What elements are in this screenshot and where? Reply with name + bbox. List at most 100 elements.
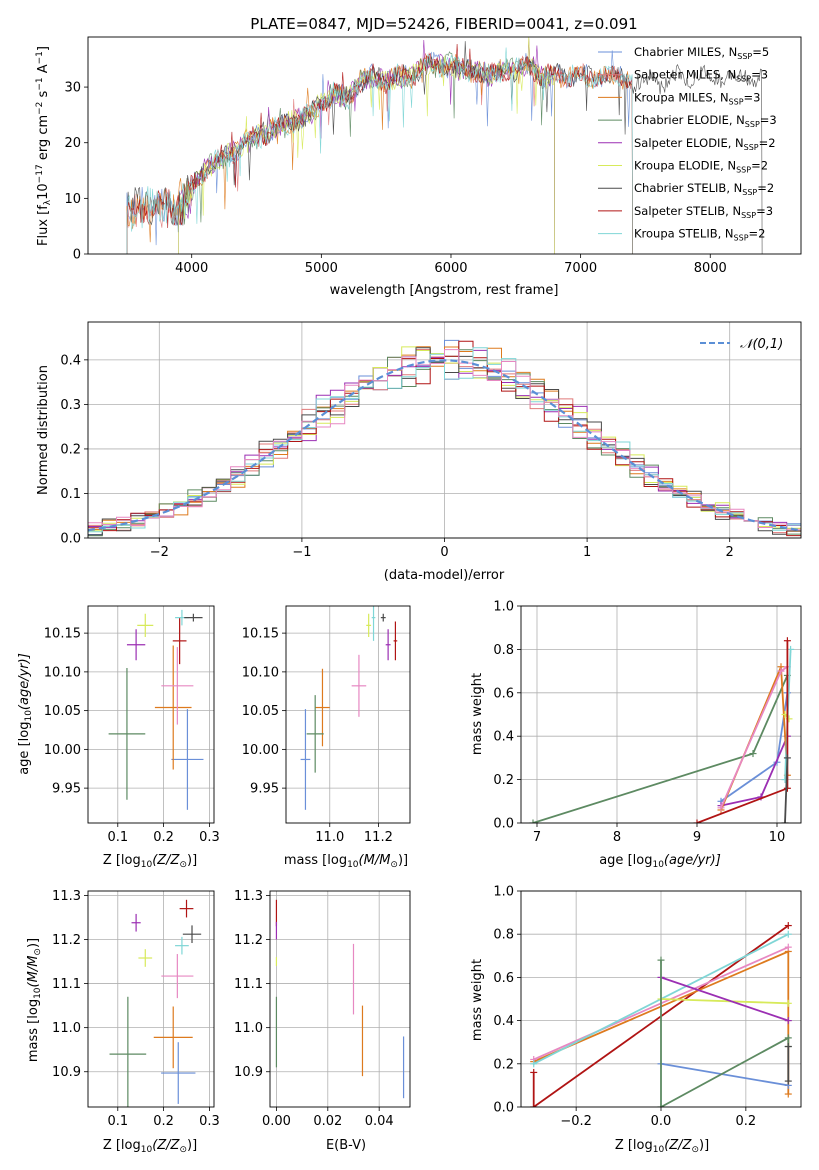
data-layer	[109, 899, 202, 1107]
x-tick-label: 2	[726, 545, 734, 560]
x-tick-label: −2	[150, 545, 169, 560]
series-marker	[784, 930, 792, 938]
spectrum-legend: Chabrier MILES, NSSP=5 Salpeter MILES, NS…	[598, 45, 777, 243]
y-tick-label: 1.0	[493, 600, 514, 615]
errorbar-point	[300, 709, 311, 810]
data-layer	[300, 606, 398, 810]
x-tick-label: −1	[292, 545, 311, 560]
y-tick-label: 11.2	[52, 933, 81, 948]
axes-frame: −2 −1 0 1 2 0.0 0.1 0.2 0.3 0.4	[60, 321, 802, 560]
legend-entry: Salpeter MILES, NSSP=3	[634, 68, 768, 84]
y-tick-label: 10.10	[44, 665, 81, 680]
errorbar-point	[154, 645, 192, 770]
x-tick-label: 0.2	[153, 1114, 174, 1129]
x-tick-label: −0.2	[560, 1114, 592, 1129]
spectrum-chabrier-stelib	[126, 41, 763, 254]
spectrum-xlabel: wavelength [Angstrom, rest frame]	[330, 283, 559, 298]
y-tick-label: 0	[73, 248, 81, 263]
x-tick-label: 6000	[434, 261, 467, 276]
errorbar-point	[172, 617, 187, 665]
axes-frame: 0.00 0.02 0.04 10.9 11.0 11.1 11.2 11.3	[234, 889, 411, 1129]
errorbar-point	[182, 925, 202, 944]
errorbar-point	[161, 1042, 196, 1104]
y-tick-label: 0.6	[493, 971, 514, 986]
errorbar-point	[108, 668, 146, 800]
series-marker	[784, 1043, 792, 1051]
data-layer	[88, 339, 801, 537]
axes-frame: 0.1 0.2 0.3 9.95 10.00 10.05 10.10 10.15	[44, 605, 220, 845]
y-tick-label: 10	[64, 192, 81, 207]
x-tick-label: 11.2	[364, 830, 393, 845]
data-layer	[529, 637, 795, 823]
y-tick-label: 0.0	[493, 1101, 514, 1116]
mass-vs-extinction-plot: 0.00 0.02 0.04 10.9 11.0 11.1 11.2 11.3	[234, 889, 411, 1129]
legend-entry: Salpeter STELIB, NSSP=3	[634, 204, 773, 220]
age-vs-mass-plot: 11.0 11.2 9.95 10.00 10.05 10.10 10.15	[242, 605, 411, 845]
plot-frame	[269, 890, 411, 1108]
y-tick-label: 0.4	[493, 730, 514, 745]
y-tick-label: 10.9	[52, 1065, 81, 1080]
y-tick-label: 10.10	[242, 665, 279, 680]
x-tick-label: 0.02	[313, 1114, 342, 1129]
legend-entry: Kroupa MILES, NSSP=3	[634, 90, 760, 106]
mass-weight-series	[660, 998, 789, 1005]
y-tick-label: 10.15	[242, 627, 279, 642]
mass-weight-vs-metallicity-plot: −0.2 0.0 0.2 0.0 0.2 0.4 0.6 0.8 1.0	[493, 885, 802, 1129]
errorbar-point	[109, 996, 147, 1107]
mass-weight-vs-age-plot: 7 8 9 10 0.0 0.2 0.4 0.6 0.8 1.0	[493, 600, 802, 845]
y-tick-label: 10.9	[234, 1065, 263, 1080]
y-tick-label: 0.0	[60, 532, 81, 547]
y-tick-label: 20	[64, 136, 81, 151]
y-tick-label: 0.2	[60, 442, 81, 457]
y-tick-label: 0.2	[493, 773, 514, 788]
x-tick-label: 0	[440, 545, 448, 560]
axes-frame: 4000 5000 6000 7000 8000 0 10 20 30	[64, 36, 802, 276]
errorbar-point	[175, 936, 189, 955]
legend-entry: Salpeter ELODIE, NSSP=2	[634, 136, 776, 152]
axes-frame: −0.2 0.0 0.2 0.0 0.2 0.4 0.6 0.8 1.0	[493, 885, 802, 1129]
y-tick-label: 11.1	[52, 977, 81, 992]
x-tick-label: 0.1	[107, 1114, 128, 1129]
series-marker	[657, 956, 665, 964]
y-tick-label: 0.3	[60, 398, 81, 413]
x-tick-label: 0.0	[651, 1114, 672, 1129]
spectrum-salpeter-stelib	[126, 43, 633, 254]
svg-text:𝒩(0,1): 𝒩(0,1)	[740, 337, 783, 352]
grid-lines	[286, 606, 410, 823]
series-marker	[784, 922, 792, 930]
x-tick-label: 0.3	[199, 1114, 220, 1129]
x-tick-label: 0.04	[365, 1114, 394, 1129]
y-tick-label: 0.8	[493, 643, 514, 658]
series-marker	[784, 943, 792, 951]
mw-age-xlabel: age [log10(age/yr)]	[599, 853, 721, 870]
errorbar-point	[131, 913, 141, 932]
y-tick-label: 10.00	[44, 743, 81, 758]
histogram-ylabel: Normed distribution	[36, 365, 51, 495]
mass-vs-metallicity-plot: 0.1 0.2 0.3 10.9 11.0 11.1 11.2 11.3	[52, 889, 220, 1129]
mass-weight-series	[532, 924, 789, 1107]
errorbar-point	[385, 629, 391, 661]
data-layer	[126, 37, 763, 254]
legend-entry: Kroupa ELODIE, NSSP=2	[634, 159, 768, 175]
x-tick-label: 1	[583, 545, 591, 560]
y-tick-label: 11.0	[52, 1021, 81, 1036]
y-tick-label: 0.4	[493, 1014, 514, 1029]
x-tick-label: 0.2	[736, 1114, 757, 1129]
mass-weight-series	[660, 960, 790, 1107]
mass-z-xlabel: Z [log10(Z/Z⊙)]	[103, 1138, 197, 1155]
legend-entry: Chabrier MILES, NSSP=5	[634, 45, 769, 61]
mass-weight-series	[660, 1062, 789, 1087]
y-tick-label: 10.05	[242, 704, 279, 719]
series-marker	[783, 754, 791, 762]
errorbar-point	[126, 629, 146, 661]
series-marker	[693, 819, 701, 823]
plot-frame	[87, 321, 802, 539]
x-tick-label: 7000	[564, 261, 597, 276]
errorbar-point	[137, 613, 154, 637]
series-marker	[781, 819, 789, 823]
mw-z-ylabel: mass weight	[470, 959, 485, 1041]
x-tick-label: 0.3	[199, 830, 220, 845]
plot-frame	[87, 36, 802, 255]
legend-entry: Chabrier ELODIE, NSSP=3	[634, 113, 777, 129]
